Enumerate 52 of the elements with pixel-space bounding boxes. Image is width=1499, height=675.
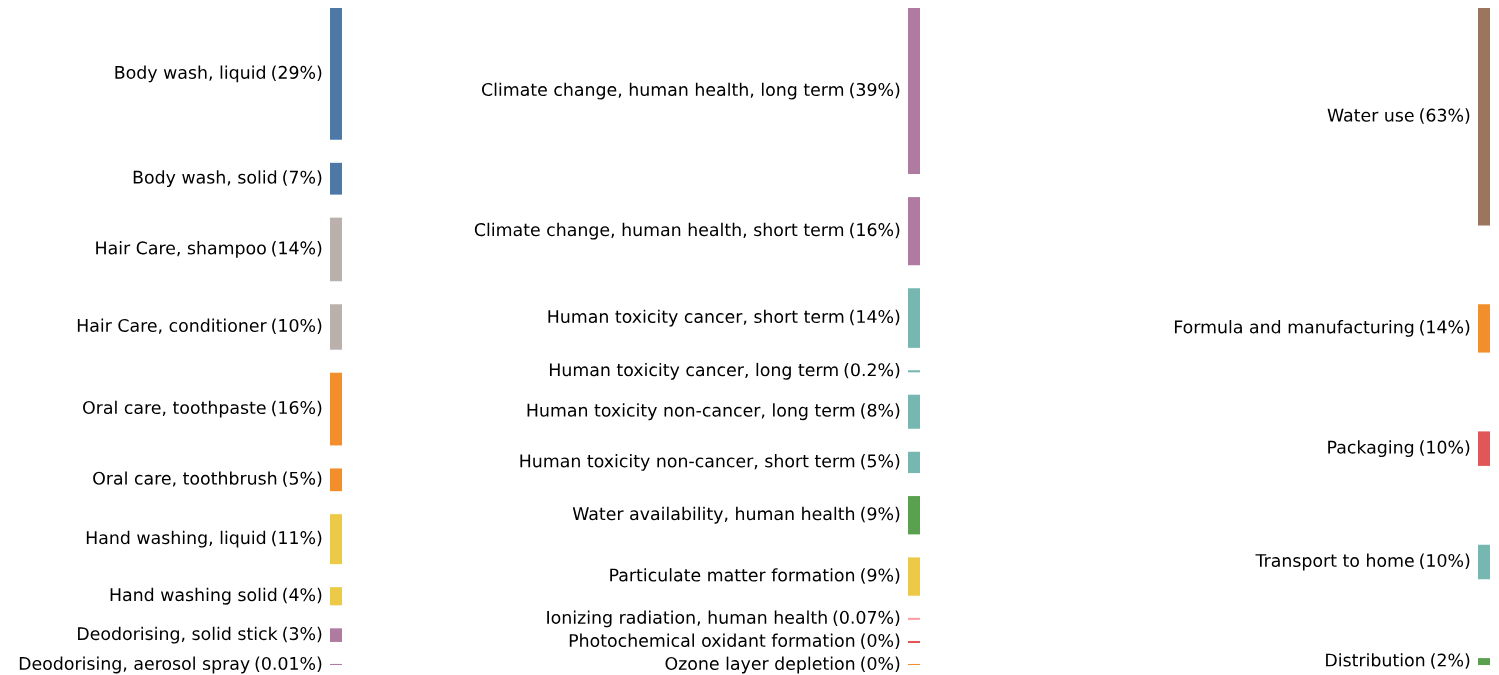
category-label: Body wash, liquid — [115, 65, 265, 83]
data-label: (2%) — [1431, 653, 1470, 669]
category-label: Deodorising, aerosol spray — [19, 656, 250, 674]
category-label: Oral care, toothpaste — [83, 400, 266, 418]
data-label: (8%) — [861, 403, 900, 419]
category-label: Ionizing radiation, human health — [547, 610, 827, 628]
data-label: (9%) — [861, 568, 900, 584]
category-label: Particulate matter formation — [610, 568, 855, 582]
data-label: (5%) — [861, 454, 900, 470]
data-label: (3%) — [283, 626, 322, 643]
category-label: Hair Care, conditioner — [77, 318, 267, 334]
category-label: Body wash, solid — [133, 170, 277, 188]
data-label: (9%) — [861, 506, 900, 523]
data-label: (5%) — [283, 471, 322, 487]
category-label: Ozone layer depletion — [665, 656, 855, 674]
data-label: (0.2%) — [844, 362, 900, 379]
category-label: Hand washing solid — [110, 587, 277, 605]
category-label: Formula and manufacturing — [1174, 320, 1414, 337]
category-label: Human toxicity non-cancer, long term — [527, 403, 855, 421]
data-label: (39%) — [850, 82, 900, 99]
data-label: (14%) — [272, 241, 322, 257]
data-label: (14%) — [850, 309, 900, 326]
category-label: Climate change, human health, short term — [474, 222, 844, 240]
category-label: Climate change, human health, long term — [481, 82, 844, 100]
data-label: (16%) — [272, 400, 322, 417]
data-label: (10%) — [1420, 440, 1470, 456]
data-label: (11%) — [272, 530, 322, 547]
category-label: Human toxicity cancer, long term — [549, 362, 838, 380]
category-label: Human toxicity cancer, short term — [548, 309, 844, 327]
data-label: (4%) — [283, 587, 322, 604]
category-label: Packaging — [1328, 440, 1414, 458]
data-label: (10%) — [1420, 553, 1470, 570]
category-label: Deodorising, solid stick — [78, 626, 278, 644]
category-label: Hand washing, liquid — [86, 530, 266, 548]
category-label: Oral care, toothbrush — [93, 471, 277, 487]
category-label: Human toxicity non-cancer, short term — [520, 454, 855, 471]
category-label: Water use — [1327, 108, 1414, 122]
data-label: (16%) — [850, 222, 900, 239]
category-label: Photochemical oxidant formation — [569, 633, 855, 648]
data-label: (0.01%) — [255, 656, 322, 673]
category-label: Transport to home — [1255, 553, 1414, 571]
data-label: (10%) — [272, 318, 322, 335]
category-label: Hair Care, shampoo — [96, 241, 266, 258]
data-label: (0.07%) — [833, 610, 900, 626]
data-label: (0%) — [861, 633, 900, 650]
data-label: (7%) — [283, 170, 322, 186]
data-label: (14%) — [1420, 320, 1470, 336]
category-label: Water availability, human health — [572, 506, 855, 524]
data-label: (0%) — [861, 656, 900, 673]
data-label: (63%) — [1420, 108, 1470, 124]
data-label: (29%) — [272, 65, 322, 81]
category-label: Distribution — [1326, 653, 1425, 667]
